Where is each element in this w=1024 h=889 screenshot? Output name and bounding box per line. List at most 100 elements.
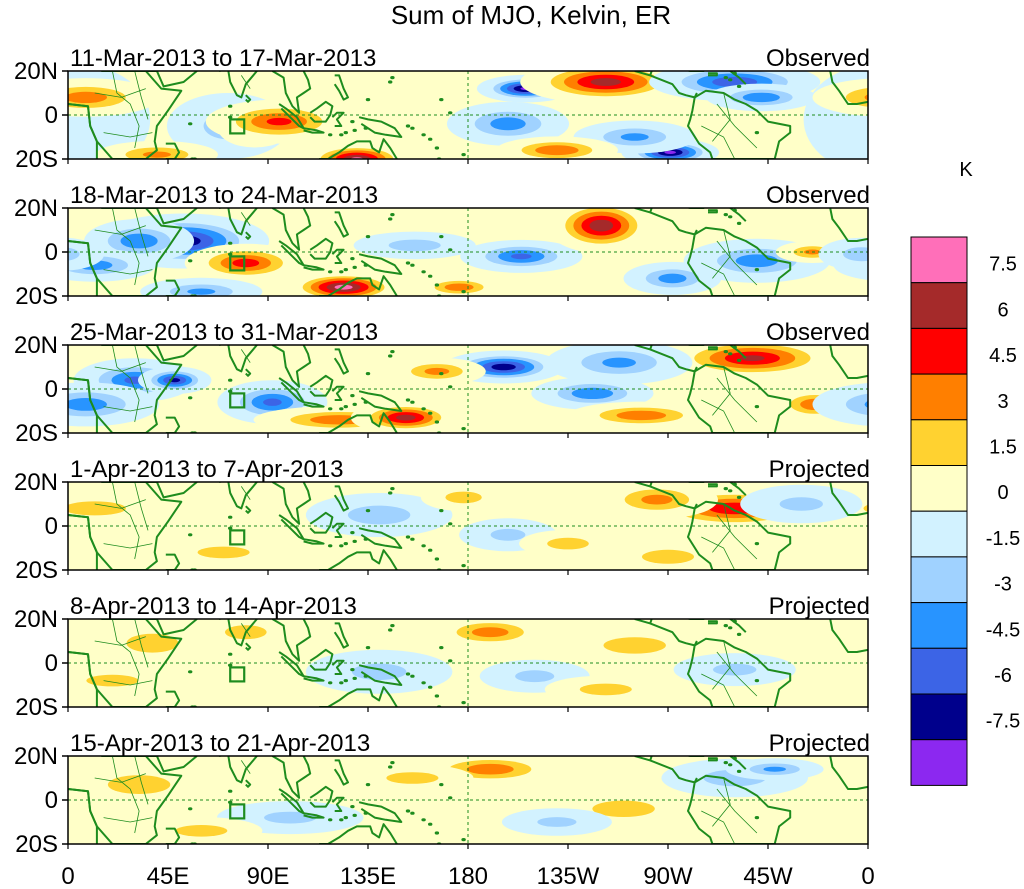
island-dot xyxy=(461,838,466,842)
island-dot xyxy=(754,679,760,683)
border-line xyxy=(134,756,149,805)
landmass-outlines xyxy=(68,208,868,296)
figure-title: Sum of MJO, Kelvin, ER xyxy=(391,0,671,30)
coastline-sulawesi xyxy=(331,796,345,812)
country-borders xyxy=(94,482,758,570)
contour-fill xyxy=(68,398,107,411)
coastline-madagascar xyxy=(165,690,181,707)
lat-label: 20N xyxy=(14,195,58,222)
border-line xyxy=(112,345,140,423)
country-borders xyxy=(94,619,758,707)
lat-label: 20S xyxy=(15,283,58,310)
island-dot xyxy=(390,761,395,765)
border-line xyxy=(134,345,149,394)
panel-status: Observed xyxy=(766,182,870,209)
contour-fill xyxy=(579,683,632,696)
coastline-srilanka xyxy=(245,368,252,377)
contour-fill xyxy=(445,491,482,504)
contour-fill xyxy=(664,150,676,154)
landmass-outlines xyxy=(68,756,868,844)
coastline-sulawesi xyxy=(331,522,345,538)
map-panel-3: 25-Mar-2013 to 31-Mar-2013 Observed 20N 0 20… xyxy=(14,319,870,447)
island-dot xyxy=(188,259,193,263)
contour-fill xyxy=(444,283,474,291)
contour-fill xyxy=(343,154,371,159)
anomaly-field xyxy=(68,756,824,844)
island-dot xyxy=(343,816,348,820)
border-line xyxy=(240,623,251,637)
island-dot xyxy=(439,98,444,102)
coastline-india xyxy=(219,208,258,236)
island-dot xyxy=(410,400,415,404)
coastline-india xyxy=(219,345,258,373)
border-line xyxy=(712,777,731,827)
coastline-north-0 xyxy=(649,208,653,213)
panel-status: Projected xyxy=(769,593,870,620)
island-dot xyxy=(434,283,440,287)
border-line xyxy=(701,262,736,296)
border-line xyxy=(716,240,758,286)
colorbar-swatch xyxy=(910,693,968,741)
coastline-sulawesi xyxy=(331,659,345,675)
coastline-borneo xyxy=(309,237,334,260)
islands xyxy=(188,208,760,296)
island-dot xyxy=(339,544,344,548)
island-dot xyxy=(723,76,728,80)
island-dot xyxy=(388,217,393,221)
island-dot xyxy=(363,537,368,541)
island-dot xyxy=(350,257,355,261)
contour-fill xyxy=(616,410,667,421)
island-dot xyxy=(365,509,371,513)
coastline-borneo xyxy=(309,511,334,534)
colorbar-label: 4.5 xyxy=(989,345,1017,367)
island-dot xyxy=(350,668,355,672)
border-line xyxy=(134,71,149,120)
lat-label: 20S xyxy=(15,557,58,584)
island-dot xyxy=(388,354,393,358)
contour-fill xyxy=(812,383,868,426)
lat-label: 0 xyxy=(45,376,58,403)
coastline-westafrica xyxy=(829,482,868,516)
island-dot xyxy=(388,628,393,632)
country-borders xyxy=(94,71,758,159)
coastline-india xyxy=(219,756,258,784)
island-dot xyxy=(352,402,357,406)
island-dot xyxy=(352,128,357,132)
coastline-samerica xyxy=(687,226,792,296)
island-dot xyxy=(228,515,233,519)
island-dot xyxy=(448,385,453,389)
contour-fill xyxy=(742,92,780,103)
island-dot xyxy=(428,137,433,141)
island-dot xyxy=(228,378,233,382)
panel-status: Observed xyxy=(766,319,870,346)
colorbar-swatch xyxy=(910,282,968,329)
region-box-marker xyxy=(229,255,246,272)
coastline-hispaniola xyxy=(708,72,718,77)
panel-date-range: 18-Mar-2013 to 24-Mar-2013 xyxy=(70,182,378,209)
coastline-australia xyxy=(319,823,398,844)
island-dot xyxy=(728,489,733,493)
contour-fill xyxy=(490,528,526,541)
contour-fill xyxy=(740,355,765,362)
island-dot xyxy=(343,131,348,135)
contour-fill xyxy=(877,260,912,270)
contour-fill xyxy=(347,505,411,525)
coastline-hispaniola xyxy=(708,483,718,488)
landmass-outlines xyxy=(68,482,868,570)
island-dot xyxy=(732,482,737,486)
contour-fill xyxy=(589,219,614,232)
coastline-indochina xyxy=(271,71,312,114)
contour-fill xyxy=(424,367,450,375)
contour-fill xyxy=(68,501,126,516)
island-dot xyxy=(328,270,333,274)
country-borders xyxy=(94,208,758,296)
land-layer xyxy=(68,619,868,707)
island-dot xyxy=(228,104,233,108)
coastline-westafrica xyxy=(829,208,868,242)
colorbar-label: 0 xyxy=(997,482,1008,504)
island-dot xyxy=(343,542,348,546)
coastline-hispaniola xyxy=(708,620,718,625)
islands xyxy=(188,619,760,707)
coastline-madagascar xyxy=(165,279,181,296)
island-dot xyxy=(410,674,415,678)
